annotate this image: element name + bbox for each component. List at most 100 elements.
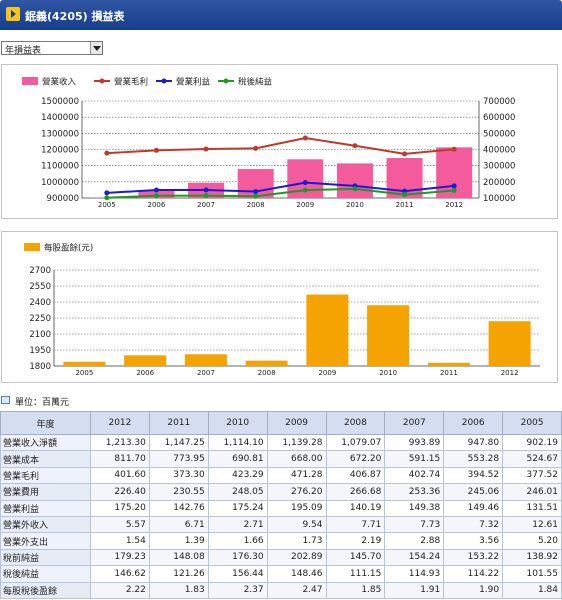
data-point — [104, 195, 110, 201]
report-type-select[interactable]: 年損益表 — [1, 41, 103, 56]
column-header: 2012 — [90, 411, 150, 435]
table-body: 營業收入淨額 1,213.30 1,147.25 1,114.10 1,139.28 1,… — [0, 433, 562, 599]
table-cell: 811.70 — [90, 450, 150, 468]
table-cell: 773.95 — [148, 450, 209, 468]
table-cell: 246.01 — [502, 483, 562, 501]
income-chart-svg: 營業收入 營業毛利 營業利益 稅後純益 900000 100000 1000000 20000… — [22, 77, 515, 209]
x-tick: 2008 — [258, 369, 276, 377]
table-cell: 690.81 — [207, 450, 268, 468]
table-row: 營業成本 811.70 773.95 690.81 668.00 672.20 591.15… — [0, 450, 562, 468]
table-cell: 226.40 — [90, 483, 150, 501]
bar — [184, 354, 227, 366]
y-tick-left: 1500000 — [41, 97, 79, 107]
column-header: 2008 — [325, 411, 386, 435]
y-tick-left: 900000 — [47, 194, 79, 204]
table-cell: 1.84 — [502, 581, 562, 599]
table-cell: 175.20 — [90, 499, 150, 517]
table-cell: 7.32 — [443, 515, 504, 534]
column-header: 2007 — [384, 411, 445, 435]
legend-label: 營業利益 — [176, 77, 211, 88]
table-cell: 1.83 — [148, 581, 209, 599]
table-cell: 176.30 — [207, 548, 268, 567]
table-cell: 148.46 — [266, 565, 327, 583]
table-cell: 471.28 — [266, 466, 327, 485]
table-row: 營業收入淨額 1,213.30 1,147.25 1,114.10 1,139.28 1,… — [0, 433, 562, 452]
x-tick: 2010 — [346, 201, 364, 209]
y-tick-right: 500000 — [483, 129, 515, 139]
table-cell: 9.54 — [266, 515, 327, 534]
legend-marker — [161, 78, 167, 84]
table-icon — [1, 396, 10, 404]
y-tick-right: 400000 — [483, 146, 515, 156]
table-cell: 1.73 — [266, 532, 327, 550]
table-cell: 1,114.10 — [207, 433, 268, 452]
data-point — [451, 183, 457, 189]
table-row: 營業利益 175.20 142.76 175.24 195.09 140.19 149.38… — [0, 499, 562, 517]
legend-marker — [99, 78, 105, 84]
data-point — [153, 193, 159, 199]
x-tick: 2007 — [197, 369, 215, 377]
table-cell: 5.20 — [502, 532, 562, 550]
row-label: 每股稅後盈餘 — [0, 581, 91, 599]
table-cell: 1,139.28 — [266, 433, 327, 452]
legend-swatch — [24, 243, 40, 251]
data-point — [253, 145, 259, 151]
legend-swatch — [22, 77, 38, 85]
table-cell: 2.71 — [207, 515, 268, 534]
legend-label: 營業毛利 — [114, 77, 148, 88]
y-tick-right: 300000 — [483, 162, 515, 172]
column-header: 2006 — [443, 411, 504, 435]
table-cell: 947.80 — [443, 433, 504, 452]
table-row: 稅後純益 146.62 121.26 156.44 148.46 111.15 114.93… — [0, 565, 562, 583]
row-label: 營業費用 — [0, 483, 91, 501]
column-header: 2011 — [148, 411, 209, 435]
table-cell: 6.71 — [148, 515, 209, 534]
table-cell: 2.88 — [384, 532, 445, 550]
data-point — [104, 190, 110, 196]
data-point — [451, 187, 457, 193]
column-header: 2009 — [266, 411, 327, 435]
table-cell: 138.92 — [502, 548, 562, 567]
data-point — [253, 189, 259, 195]
chevron-down-icon[interactable] — [90, 42, 102, 54]
table-row: 每股稅後盈餘 2.22 1.83 2.37 2.47 1.85 1.91 1.90 1.84 — [0, 581, 562, 599]
row-label: 營業利益 — [0, 499, 91, 517]
series-line — [106, 136, 455, 155]
y-tick-left: 1000000 — [41, 178, 79, 188]
eps-chart-svg: 每股盈餘(元) 1800 1950 2100 2250 2400 2550 2700 2005 2… — [24, 243, 540, 377]
table-cell: 146.62 — [90, 565, 150, 583]
table-cell: 373.30 — [148, 466, 209, 485]
data-point — [203, 146, 209, 152]
x-tick: 2008 — [247, 201, 265, 209]
data-point — [402, 188, 408, 194]
table-row: 營業外支出 1.54 1.39 1.66 1.73 2.19 2.88 3.56 5.20 — [0, 532, 562, 550]
table-cell: 394.52 — [443, 466, 504, 485]
table-cell: 179.23 — [90, 548, 150, 567]
table-cell: 202.89 — [266, 548, 327, 567]
table-cell: 245.06 — [443, 483, 504, 501]
table-cell: 131.51 — [502, 499, 562, 517]
table-cell: 5.57 — [90, 515, 150, 534]
x-tick: 2006 — [136, 369, 154, 377]
table-cell: 149.38 — [384, 499, 445, 517]
table-cell: 668.00 — [266, 450, 327, 468]
data-point — [253, 193, 259, 199]
y-tick: 2700 — [29, 266, 51, 276]
data-point — [302, 135, 308, 141]
table-row: 稅前純益 179.23 148.08 176.30 202.89 145.70 154.24… — [0, 548, 562, 567]
income-statement-table: 年度 2012 2011 2010 2009 2008 2007 2006 2005 營業收入淨… — [0, 411, 562, 599]
table-cell: 524.67 — [502, 450, 562, 468]
page-title: 鈱義(4205) 損益表 — [25, 10, 125, 23]
table-cell: 149.46 — [443, 499, 504, 517]
row-label: 營業外收入 — [0, 515, 91, 534]
bar — [488, 321, 531, 366]
table-cell: 3.56 — [443, 532, 504, 550]
x-tick: 2011 — [396, 201, 414, 209]
series-line — [106, 181, 455, 194]
table-cell: 2.19 — [325, 532, 386, 550]
table-cell: 1.91 — [384, 581, 445, 599]
y-tick-left: 1300000 — [41, 129, 79, 139]
table-cell: 1,079.07 — [325, 433, 386, 452]
data-point — [153, 187, 159, 193]
y-tick-right: 100000 — [483, 194, 515, 204]
